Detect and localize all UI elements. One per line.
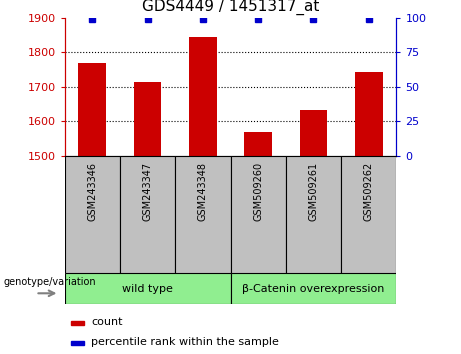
Bar: [300, 110, 327, 156]
Bar: [134, 82, 161, 156]
Text: β-Catenin overexpression: β-Catenin overexpression: [242, 284, 384, 293]
Text: GSM243347: GSM243347: [142, 161, 153, 221]
Text: GSM243348: GSM243348: [198, 161, 208, 221]
Bar: [230, 156, 286, 273]
Text: GSM509262: GSM509262: [364, 161, 374, 221]
Bar: [78, 63, 106, 156]
Bar: [230, 273, 396, 304]
Bar: [65, 156, 120, 273]
Title: GDS4449 / 1451317_at: GDS4449 / 1451317_at: [142, 0, 319, 15]
Bar: [286, 156, 341, 273]
Bar: [65, 273, 230, 304]
Text: wild type: wild type: [122, 284, 173, 293]
Text: percentile rank within the sample: percentile rank within the sample: [91, 337, 279, 347]
Text: GSM509261: GSM509261: [308, 161, 319, 221]
Bar: [175, 156, 230, 273]
Text: GSM509260: GSM509260: [253, 161, 263, 221]
Bar: [244, 132, 272, 156]
Bar: [120, 156, 175, 273]
Bar: [71, 341, 84, 345]
Bar: [341, 156, 396, 273]
Text: GSM243346: GSM243346: [87, 161, 97, 221]
Text: genotype/variation: genotype/variation: [3, 277, 96, 287]
Bar: [355, 72, 383, 156]
Bar: [189, 38, 217, 156]
Bar: [71, 321, 84, 325]
Text: count: count: [91, 317, 123, 327]
